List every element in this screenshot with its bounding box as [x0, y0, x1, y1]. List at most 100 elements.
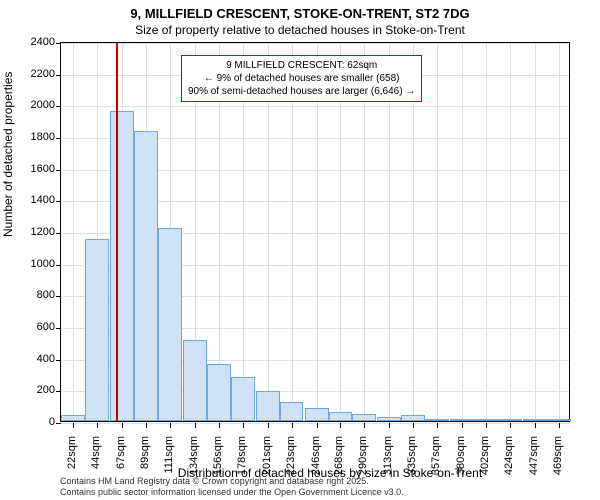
histogram-bar	[401, 415, 425, 421]
histogram-bar	[207, 364, 231, 421]
x-tick-label: 469sqm	[552, 436, 564, 486]
y-tick-label: 1000	[15, 258, 55, 270]
x-tick-label: 89sqm	[139, 436, 151, 486]
grid-line	[437, 43, 438, 421]
grid-line	[61, 43, 569, 44]
y-tick-mark	[56, 265, 61, 266]
x-tick-label: 380sqm	[455, 436, 467, 486]
x-tick-label: 357sqm	[430, 436, 442, 486]
x-tick-mark	[292, 423, 293, 428]
y-tick-mark	[56, 106, 61, 107]
reference-line	[116, 43, 118, 421]
x-tick-label: 67sqm	[115, 436, 127, 486]
x-tick-mark	[535, 423, 536, 428]
x-tick-mark	[486, 423, 487, 428]
y-tick-mark	[56, 391, 61, 392]
y-tick-label: 200	[15, 384, 55, 396]
x-tick-label: 313sqm	[382, 436, 394, 486]
grid-line	[462, 43, 463, 421]
x-tick-label: 402sqm	[479, 436, 491, 486]
x-tick-mark	[73, 423, 74, 428]
grid-line	[559, 43, 560, 421]
histogram-bar	[474, 419, 498, 421]
x-tick-mark	[364, 423, 365, 428]
x-tick-label: 44sqm	[90, 436, 102, 486]
x-tick-mark	[413, 423, 414, 428]
x-tick-mark	[97, 423, 98, 428]
y-tick-label: 400	[15, 353, 55, 365]
y-tick-label: 0	[15, 416, 55, 428]
annotation-line: 90% of semi-detached houses are larger (…	[188, 85, 415, 98]
y-tick-label: 1800	[15, 131, 55, 143]
x-tick-label: 156sqm	[212, 436, 224, 486]
x-tick-mark	[462, 423, 463, 428]
histogram-bar	[85, 239, 109, 421]
grid-line	[61, 423, 569, 424]
histogram-bar	[547, 419, 571, 421]
grid-line	[61, 106, 569, 107]
histogram-bar	[498, 419, 522, 421]
x-tick-label: 223sqm	[285, 436, 297, 486]
x-tick-mark	[219, 423, 220, 428]
histogram-bar	[256, 391, 280, 421]
x-tick-mark	[559, 423, 560, 428]
x-tick-label: 22sqm	[66, 436, 78, 486]
x-tick-label: 290sqm	[357, 436, 369, 486]
grid-line	[486, 43, 487, 421]
y-tick-mark	[56, 201, 61, 202]
histogram-bar	[352, 414, 376, 421]
y-tick-mark	[56, 360, 61, 361]
histogram-bar	[523, 419, 547, 421]
x-tick-mark	[122, 423, 123, 428]
x-tick-mark	[389, 423, 390, 428]
x-tick-label: 201sqm	[261, 436, 273, 486]
histogram-bar	[425, 419, 449, 421]
y-tick-mark	[56, 170, 61, 171]
histogram-bar	[61, 415, 85, 421]
x-tick-mark	[340, 423, 341, 428]
histogram-bar	[231, 377, 255, 421]
y-tick-label: 2000	[15, 99, 55, 111]
histogram-bar	[329, 412, 353, 421]
histogram-bar	[158, 228, 182, 421]
grid-line	[535, 43, 536, 421]
histogram-bar	[305, 408, 329, 421]
x-tick-label: 111sqm	[163, 436, 175, 486]
y-tick-mark	[56, 328, 61, 329]
x-tick-mark	[243, 423, 244, 428]
annotation-line: ← 9% of detached houses are smaller (658…	[188, 72, 415, 85]
x-tick-label: 134sqm	[188, 436, 200, 486]
x-tick-mark	[195, 423, 196, 428]
grid-line	[510, 43, 511, 421]
annotation-line: 9 MILLFIELD CRESCENT: 62sqm	[188, 59, 415, 72]
y-tick-mark	[56, 423, 61, 424]
x-tick-mark	[170, 423, 171, 428]
histogram-bar	[450, 419, 474, 421]
x-tick-label: 424sqm	[503, 436, 515, 486]
y-tick-mark	[56, 138, 61, 139]
x-tick-mark	[268, 423, 269, 428]
x-tick-mark	[437, 423, 438, 428]
histogram-bar	[110, 111, 134, 421]
histogram-bar	[183, 340, 207, 421]
footer-line1: Contains HM Land Registry data © Crown c…	[60, 476, 404, 487]
y-tick-mark	[56, 75, 61, 76]
x-tick-label: 447sqm	[528, 436, 540, 486]
grid-line	[73, 43, 74, 421]
x-tick-label: 335sqm	[406, 436, 418, 486]
y-axis-label: Number of detached properties	[1, 72, 15, 237]
annotation-box: 9 MILLFIELD CRESCENT: 62sqm← 9% of detac…	[181, 55, 422, 102]
y-tick-label: 800	[15, 289, 55, 301]
chart-plot-area: 9 MILLFIELD CRESCENT: 62sqm← 9% of detac…	[60, 42, 570, 422]
y-tick-label: 1600	[15, 163, 55, 175]
y-tick-label: 2200	[15, 68, 55, 80]
y-tick-mark	[56, 43, 61, 44]
x-tick-label: 178sqm	[236, 436, 248, 486]
x-tick-mark	[510, 423, 511, 428]
x-tick-label: 246sqm	[310, 436, 322, 486]
y-tick-mark	[56, 296, 61, 297]
chart-subtitle: Size of property relative to detached ho…	[0, 21, 600, 37]
y-tick-label: 600	[15, 321, 55, 333]
histogram-bar	[134, 131, 158, 421]
footer-attribution: Contains HM Land Registry data © Crown c…	[60, 476, 404, 498]
